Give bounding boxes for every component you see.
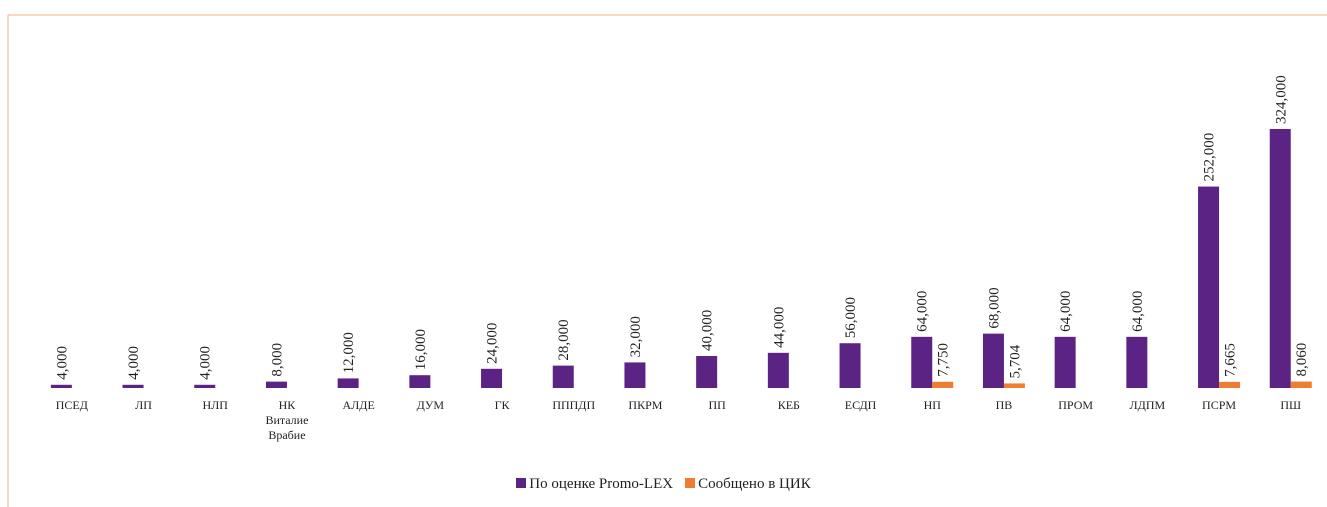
data-label: 28,000: [556, 319, 572, 360]
legend-item: Сообщено в ЦИК: [685, 476, 811, 492]
data-label: 7,665: [1223, 343, 1239, 377]
bar: [624, 362, 646, 388]
bar: [194, 384, 216, 388]
bar: [932, 381, 954, 388]
bar: [481, 368, 503, 388]
data-label: 64,000: [1058, 291, 1074, 332]
data-label: 12,000: [341, 332, 357, 373]
data-label: 8,060: [1294, 343, 1310, 377]
data-label: 5,704: [1007, 344, 1023, 378]
bar: [265, 381, 287, 388]
data-label: 16,000: [413, 329, 429, 370]
bar: [911, 336, 933, 388]
data-label: 68,000: [986, 287, 1002, 328]
bar: [1054, 336, 1076, 388]
legend-item: По оценке Promo-LEX: [516, 476, 673, 492]
x-tick-label: ДУМ: [416, 398, 445, 412]
x-tick-label: ЕСДП: [844, 398, 877, 412]
bar: [696, 356, 718, 388]
bar: [50, 384, 72, 388]
data-label: 252,000: [1202, 133, 1218, 182]
data-label: 4,000: [54, 346, 70, 380]
x-tick-label: ПППДП: [552, 398, 596, 412]
x-tick-label: ПРОМ: [1058, 398, 1094, 412]
legend-label: Сообщено в ЦИК: [698, 476, 811, 492]
data-label: 64,000: [1130, 291, 1146, 332]
bar: [1290, 381, 1312, 388]
x-tick-label: ЛДПМ: [1129, 398, 1166, 412]
x-tick-label: ПСЕД: [55, 398, 88, 412]
data-label: 324,000: [1273, 75, 1289, 124]
data-label: 64,000: [915, 291, 931, 332]
legend-swatch: [685, 478, 696, 488]
bar: [1126, 336, 1148, 388]
bar: [767, 352, 789, 388]
legend-label: По оценке Promo-LEX: [529, 476, 674, 492]
x-tick-label: НК Виталие Врабие: [265, 398, 309, 442]
bar: [552, 365, 574, 388]
bar: [122, 384, 144, 388]
x-tick-label: ПКРМ: [628, 398, 663, 412]
data-label: 40,000: [700, 310, 716, 351]
x-tick-label: ПСРМ: [1202, 398, 1237, 412]
x-tick-label: ПШ: [1280, 398, 1302, 412]
x-tick-label: ПП: [708, 398, 726, 412]
bar: [1269, 129, 1291, 388]
data-label: 8,000: [269, 343, 285, 377]
x-tick-label: ПВ: [995, 398, 1013, 412]
data-label: 44,000: [771, 307, 787, 348]
bar: [1003, 383, 1025, 388]
bar: [839, 343, 861, 388]
bar: [337, 378, 359, 388]
x-tick-label: АЛДЕ: [342, 398, 375, 412]
data-label: 32,000: [628, 316, 644, 357]
x-tick-label: НЛП: [202, 398, 228, 412]
bar: [1219, 381, 1241, 388]
bar: [1198, 186, 1220, 388]
data-label: 56,000: [843, 297, 859, 338]
data-label: 24,000: [485, 323, 501, 364]
x-tick-label: НП: [923, 398, 941, 412]
x-tick-label: ЛП: [135, 398, 152, 412]
data-label: 4,000: [198, 346, 214, 380]
bar: [982, 333, 1004, 388]
x-tick-label: КЕБ: [777, 398, 800, 412]
data-label: 4,000: [126, 346, 142, 380]
bar: [409, 375, 431, 388]
x-tick-label: ГК: [494, 398, 510, 412]
legend: По оценке Promo-LEX Сообщено в ЦИК: [0, 476, 1327, 493]
legend-swatch: [516, 478, 527, 488]
data-label: 7,750: [936, 343, 952, 377]
